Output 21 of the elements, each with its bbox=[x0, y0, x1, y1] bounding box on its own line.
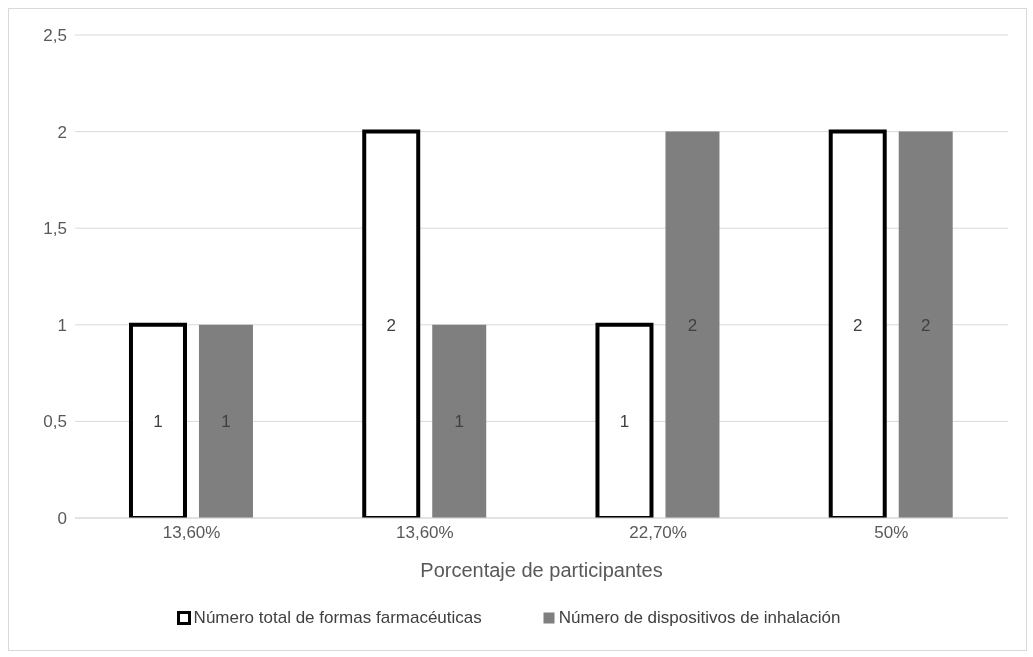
data-label: 2 bbox=[921, 315, 931, 335]
y-tick-label: 1,5 bbox=[43, 219, 67, 239]
data-label: 2 bbox=[386, 315, 396, 335]
data-label: 1 bbox=[454, 412, 464, 432]
y-tick-label: 1 bbox=[57, 315, 67, 335]
data-label: 1 bbox=[221, 412, 231, 432]
y-tick-label: 2,5 bbox=[43, 26, 67, 46]
x-tick-label: 13,60% bbox=[396, 523, 454, 543]
data-label: 1 bbox=[619, 412, 630, 432]
x-tick-label: 22,70% bbox=[629, 523, 687, 543]
data-label: 2 bbox=[853, 315, 863, 335]
data-label: 2 bbox=[687, 315, 698, 335]
legend-label: Número total de formas farmacéuticas bbox=[193, 608, 482, 628]
data-label: 1 bbox=[153, 412, 163, 432]
y-tick-label: 2 bbox=[57, 122, 67, 142]
x-axis-title: Porcentaje de participantes bbox=[420, 559, 663, 582]
y-tick-label: 0 bbox=[57, 509, 67, 529]
y-tick-label: 0,5 bbox=[43, 412, 67, 432]
x-tick-label: 50% bbox=[874, 523, 909, 543]
x-tick-label: 13,60% bbox=[162, 523, 221, 543]
legend-label: Número de dispositivos de inhalación bbox=[558, 608, 841, 628]
